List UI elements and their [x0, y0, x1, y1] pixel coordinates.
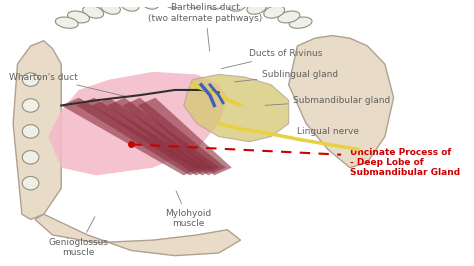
Polygon shape: [138, 98, 232, 175]
Ellipse shape: [22, 176, 39, 190]
Polygon shape: [92, 98, 213, 175]
Ellipse shape: [22, 151, 39, 164]
Text: Mylohyoid
muscle: Mylohyoid muscle: [165, 191, 211, 228]
Ellipse shape: [67, 11, 90, 23]
Ellipse shape: [22, 125, 39, 138]
Polygon shape: [289, 36, 393, 168]
Polygon shape: [13, 41, 61, 219]
Ellipse shape: [208, 0, 226, 9]
Text: Sublingual gland: Sublingual gland: [235, 70, 338, 82]
Text: Wharton's duct: Wharton's duct: [9, 73, 128, 97]
Ellipse shape: [22, 99, 39, 112]
Ellipse shape: [278, 11, 300, 23]
Text: Ducts of Rivinus: Ducts of Rivinus: [221, 49, 323, 69]
Ellipse shape: [142, 0, 160, 9]
Text: Lingual nerve: Lingual nerve: [292, 127, 359, 136]
Text: Uncinate Process of
- Deep Lobe of
Submandibular Gland: Uncinate Process of - Deep Lobe of Subma…: [350, 148, 460, 177]
Polygon shape: [35, 214, 240, 256]
Ellipse shape: [289, 17, 312, 28]
Ellipse shape: [120, 0, 139, 11]
Ellipse shape: [22, 73, 39, 86]
Ellipse shape: [247, 1, 267, 14]
Text: Submandibular gland: Submandibular gland: [265, 96, 390, 105]
Ellipse shape: [264, 6, 284, 18]
Ellipse shape: [83, 6, 104, 18]
Ellipse shape: [55, 17, 78, 28]
Polygon shape: [48, 72, 228, 175]
Polygon shape: [61, 98, 201, 175]
Polygon shape: [107, 98, 219, 175]
Polygon shape: [184, 74, 289, 142]
Polygon shape: [76, 98, 207, 175]
Ellipse shape: [228, 0, 247, 11]
Text: Genioglossus
muscle: Genioglossus muscle: [49, 217, 109, 257]
Ellipse shape: [164, 0, 182, 8]
Text: Bartholins duct
(two alternate pathways): Bartholins duct (two alternate pathways): [148, 3, 263, 51]
Ellipse shape: [100, 1, 120, 14]
Ellipse shape: [186, 0, 203, 8]
Polygon shape: [122, 98, 226, 175]
